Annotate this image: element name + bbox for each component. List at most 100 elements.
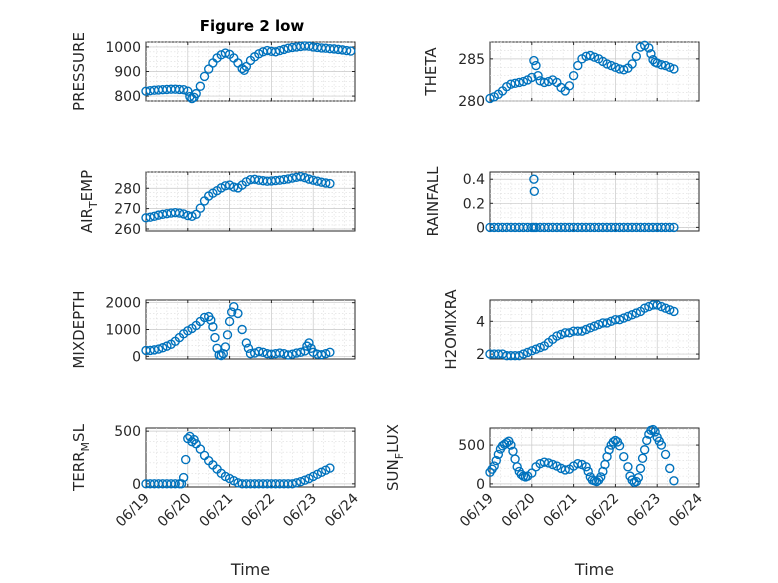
data-point	[229, 301, 239, 312]
figure-title: Figure 2 low	[200, 17, 305, 35]
data-point	[181, 454, 191, 465]
y-tick-label: 260	[114, 222, 141, 238]
data-point	[243, 343, 254, 353]
data-point	[585, 50, 596, 61]
y-tick-label: 1000	[105, 40, 141, 56]
x-tick-label: 06/22	[238, 491, 278, 531]
data-point	[216, 350, 226, 361]
y-axis-label: TERRMSL	[70, 423, 92, 492]
data-point	[149, 211, 160, 222]
x-ticks	[145, 300, 356, 359]
theta-subplot: 280 285 THETA	[422, 40, 700, 110]
data-point	[665, 305, 675, 315]
data-point	[652, 58, 662, 68]
data-point	[287, 479, 298, 489]
data-point	[258, 347, 268, 357]
data-point	[529, 186, 540, 196]
data-point	[619, 313, 629, 323]
y-tick-label: 0.4	[463, 172, 485, 188]
data-point	[619, 65, 629, 75]
data-point	[208, 322, 218, 332]
data-point	[316, 350, 327, 360]
x-tick-label: 06/23	[280, 491, 320, 531]
data-point	[295, 171, 306, 182]
data-point	[170, 479, 180, 489]
data-point	[304, 174, 314, 184]
y-tick-label: 4	[476, 314, 485, 330]
y-tick-label: 285	[458, 52, 485, 68]
data-point	[543, 458, 554, 468]
data-point	[237, 324, 247, 335]
data-points	[141, 301, 335, 361]
data-points	[141, 171, 335, 223]
data-point	[222, 330, 233, 340]
data-point	[581, 324, 591, 335]
data-point	[295, 347, 306, 357]
x-tick-label: 06/20	[499, 491, 539, 531]
data-point	[656, 60, 667, 70]
data-point	[527, 346, 537, 356]
data-point	[642, 435, 652, 446]
y-tick-label: 280	[458, 94, 485, 110]
x-tick-label: 06/22	[582, 491, 622, 531]
data-point	[514, 77, 524, 88]
data-point	[531, 60, 541, 71]
data-point	[195, 444, 206, 454]
data-point	[610, 62, 621, 72]
data-point	[489, 461, 499, 471]
y-label-subscript: F	[393, 453, 406, 459]
data-point	[158, 343, 168, 353]
data-point	[321, 348, 331, 359]
data-point	[149, 345, 160, 355]
data-point	[291, 478, 302, 488]
data-point	[665, 463, 675, 474]
y-tick-label: 800	[114, 89, 141, 105]
terr-msl-subplot: 0 500 06/19 06/20 06/21 06/22 06/23 06/24 TERR…	[70, 423, 362, 579]
sun-flux-subplot: 0 500 06/19 06/20 06/21 06/22 06/23 06/24 SUNF…	[384, 424, 706, 579]
data-point	[346, 46, 356, 56]
data-point	[604, 445, 614, 455]
data-point	[660, 449, 671, 460]
data-point	[518, 76, 529, 87]
y-tick-label: 0.2	[463, 196, 485, 212]
data-point	[295, 477, 306, 487]
x-tick-label: 06/19	[457, 491, 497, 531]
data-point	[539, 77, 550, 88]
air-temp-subplot: 260 270 280 AIRTEMP	[78, 170, 356, 238]
data-point	[589, 321, 600, 331]
x-ticks	[145, 172, 356, 231]
data-point	[585, 323, 596, 333]
y-axis-label: H2OMIXRA	[442, 289, 460, 370]
data-point	[646, 49, 656, 59]
data-point	[529, 55, 539, 66]
data-point	[539, 457, 550, 467]
data-point	[220, 48, 231, 58]
data-point	[614, 314, 625, 325]
data-point	[325, 347, 335, 357]
data-point	[568, 71, 579, 81]
data-point	[153, 344, 164, 354]
y-ticks: 280 285	[458, 52, 699, 110]
data-point	[291, 348, 302, 358]
y-tick-label: 500	[458, 438, 485, 454]
data-point	[529, 174, 539, 184]
x-tick-label: 06/21	[541, 491, 581, 531]
data-point	[325, 463, 335, 473]
data-point	[573, 459, 583, 469]
data-point	[308, 175, 318, 185]
data-point	[226, 307, 237, 317]
data-point	[321, 178, 331, 188]
x-tick-label: 06/24	[322, 490, 362, 530]
data-point	[623, 311, 633, 322]
data-point	[206, 315, 216, 325]
data-point	[665, 222, 675, 233]
data-point	[639, 445, 650, 455]
y-axis-label: MIXDEPTH	[70, 290, 88, 368]
data-point	[145, 212, 155, 222]
data-point	[279, 44, 289, 55]
data-point	[669, 222, 679, 233]
data-point	[512, 462, 522, 472]
data-point	[191, 88, 201, 99]
data-point	[639, 303, 650, 313]
